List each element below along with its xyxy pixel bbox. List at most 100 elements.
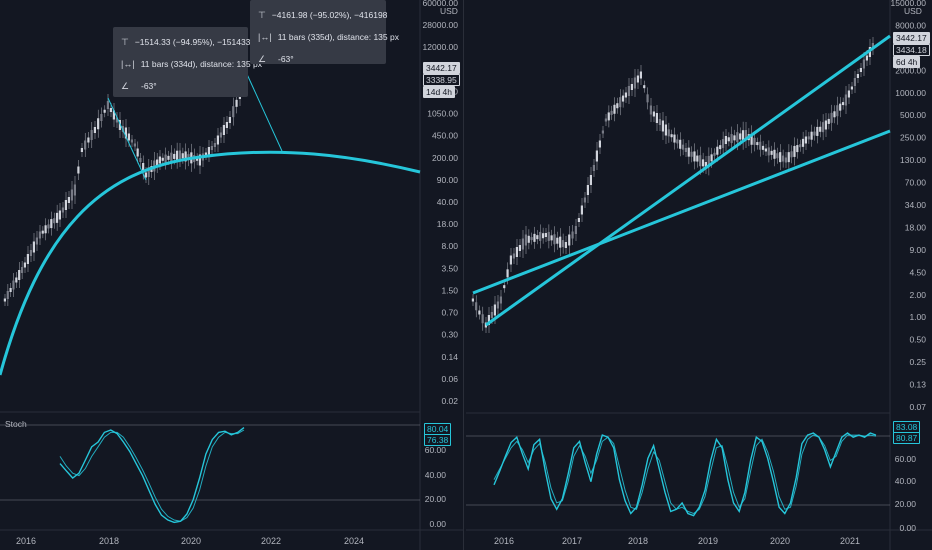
stoch-k-line	[59, 427, 245, 524]
candle-body	[527, 235, 530, 243]
price-tick-label: 0.02	[441, 396, 458, 406]
candle-body	[144, 172, 147, 178]
measure-line-2[interactable]	[245, 71, 283, 152]
candle-body	[655, 113, 658, 123]
candlestick-series	[471, 37, 874, 333]
candle-body	[850, 86, 853, 90]
candle-body	[621, 95, 625, 102]
candle-body	[739, 133, 742, 140]
candle-body	[865, 55, 868, 61]
candle-body	[658, 119, 661, 125]
candle-body	[707, 155, 710, 167]
candle-body	[173, 153, 176, 159]
candle-body	[142, 163, 145, 172]
candle-body	[175, 150, 179, 161]
candle-body	[61, 207, 64, 213]
candle-body	[824, 120, 827, 130]
stoch-tick-label: 40.00	[895, 476, 917, 486]
price-tick-label: 4.50	[909, 267, 926, 277]
candle-body	[228, 117, 231, 123]
candle-body	[18, 270, 21, 280]
candle-body	[781, 155, 785, 162]
price-axis-ticks[interactable]: 60000.0028000.0012000.005800.002500.0010…	[423, 0, 459, 406]
candle-body	[583, 197, 586, 203]
angle-text: -63°	[141, 81, 157, 91]
candle-body	[721, 139, 725, 149]
bar-range-icon: |↔|	[258, 32, 272, 42]
candle-body	[184, 151, 187, 162]
candle-body	[847, 90, 850, 98]
stoch-indicator-label[interactable]: Stoch	[5, 419, 27, 429]
candle-body	[35, 237, 38, 245]
candle-body	[553, 234, 556, 245]
measure-line-1[interactable]	[107, 97, 147, 181]
candle-body	[646, 94, 649, 103]
price-tick-label: 15000.00	[891, 0, 927, 8]
candle-body	[679, 139, 682, 149]
candle-body	[664, 124, 667, 136]
price-range-text: −1514.33 (−94.95%), −151433	[134, 37, 251, 47]
candle-body	[799, 144, 802, 148]
candle-body	[481, 314, 484, 324]
candle-body	[73, 184, 76, 196]
candle-body	[503, 285, 506, 289]
candle-body	[787, 152, 790, 163]
candle-body	[704, 162, 707, 168]
price-tick-label: 12000.00	[423, 42, 459, 52]
price-tick-label: 40.00	[437, 197, 459, 207]
candle-body	[32, 241, 35, 253]
candle-body	[830, 112, 833, 123]
candle-body	[213, 143, 216, 147]
price-tick-label: 8.00	[441, 241, 458, 251]
candle-body	[710, 154, 713, 162]
lower-trendline[interactable]	[472, 129, 891, 295]
candle-body	[630, 84, 633, 90]
candle-body	[750, 133, 753, 145]
time-tick-label: 2024	[344, 536, 364, 546]
candle-body	[767, 147, 770, 156]
candle-body	[801, 138, 805, 147]
price-tick-label: 0.14	[441, 352, 458, 362]
candle-body	[559, 236, 562, 248]
price-tick-label: 0.13	[909, 380, 926, 390]
price-unit-label: USD	[904, 6, 922, 16]
upper-trendline[interactable]	[485, 34, 891, 327]
candle-body	[536, 235, 539, 240]
price-tick-label: 500.00	[900, 110, 926, 120]
candle-body	[595, 150, 598, 162]
candle-body	[586, 185, 589, 195]
last-price-badge: 3442.17	[423, 62, 460, 74]
right-chart-panel[interactable]: 15000.008000.004000.002000.001000.00500.…	[466, 0, 932, 550]
candle-body	[779, 152, 782, 163]
angle-icon: ∠	[121, 80, 130, 91]
time-tick-label: 2020	[770, 536, 790, 546]
time-axis-ticks[interactable]: 2016 2017 2018 2019 2020 2021	[494, 536, 860, 546]
candle-body	[693, 151, 696, 162]
angle-icon: ∠	[258, 53, 267, 64]
candle-body	[571, 231, 574, 239]
candle-body	[103, 109, 106, 113]
countdown-badge: 6d 4h	[893, 56, 921, 68]
stoch-d-badge: 80.87	[893, 432, 921, 444]
candle-body	[187, 154, 190, 161]
price-tick-label: 8000.00	[895, 20, 926, 30]
time-axis-ticks[interactable]: 2016 2018 2020 2022 2024	[16, 536, 364, 546]
stoch-d-badge: 76.38	[424, 434, 452, 446]
candle-body	[20, 267, 24, 273]
time-tick-label: 2018	[628, 536, 648, 546]
candle-body	[639, 71, 642, 79]
candle-body	[77, 166, 80, 174]
candle-body	[598, 140, 601, 148]
right-chart-canvas[interactable]: 15000.008000.004000.002000.001000.00500.…	[466, 0, 932, 550]
candle-body	[222, 125, 225, 135]
candle-body	[530, 237, 533, 241]
candle-body	[521, 238, 524, 250]
bar-range-text: 11 bars (334d), distance: 135 px	[140, 59, 262, 69]
candle-body	[170, 152, 173, 162]
left-chart-panel[interactable]: 60000.0028000.0012000.005800.002500.0010…	[0, 0, 464, 550]
candle-body	[773, 149, 776, 159]
candle-body	[804, 136, 807, 144]
arc-trendline[interactable]	[0, 150, 421, 376]
candle-body	[661, 120, 664, 132]
price-tick-label: 18.00	[437, 219, 459, 229]
